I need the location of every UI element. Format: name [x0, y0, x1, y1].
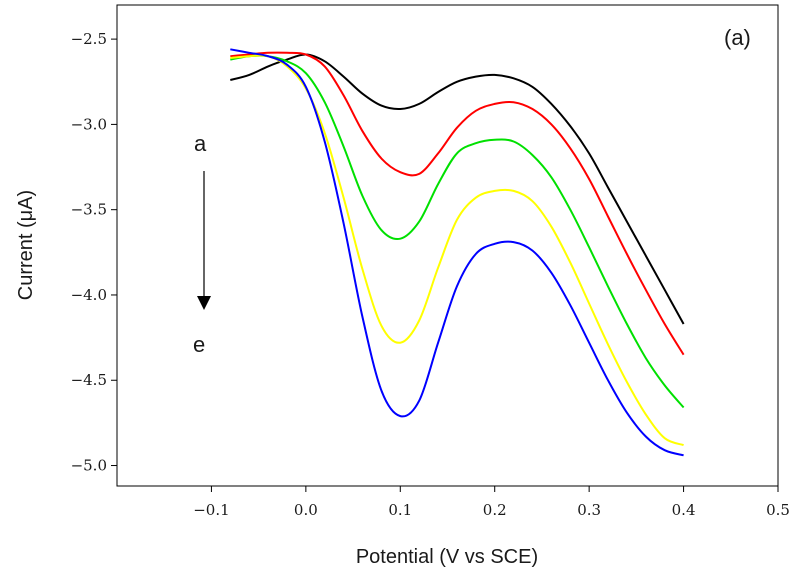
plot-frame [116, 4, 779, 487]
y-axis-ticks: −2.5 −3.0 −3.5 −4.0 −4.5 −5.0 [71, 30, 117, 475]
x-tick-label: 0.0 [294, 501, 318, 519]
x-axis-title: Potential (V vs SCE) [356, 546, 538, 568]
series-line-1 [230, 53, 685, 325]
series-line-3 [230, 54, 685, 409]
x-tick-label: 0.3 [577, 501, 601, 519]
x-tick-label: 0.5 [766, 501, 790, 519]
y-axis-title: Current (μA) [15, 190, 37, 300]
y-tick-label: −3.5 [71, 201, 107, 219]
y-tick-label: −2.5 [71, 30, 107, 48]
x-tick-label: 0.4 [672, 501, 696, 519]
x-axis-ticks: −0.1 0.0 0.1 0.2 0.3 0.4 0.5 [193, 486, 790, 519]
y-tick-label: −5.0 [71, 457, 107, 475]
arrow-start-label: a [194, 131, 207, 156]
series-line-5 [230, 48, 684, 457]
panel-label: (a) [724, 25, 751, 50]
x-tick-label: 0.1 [388, 501, 412, 519]
series-line-2 [230, 51, 685, 356]
y-tick-label: −4.0 [71, 286, 107, 304]
trend-arrow-head [197, 296, 211, 310]
y-tick-label: −4.5 [71, 371, 107, 389]
series-group [230, 48, 685, 457]
arrow-end-label: e [193, 332, 205, 357]
x-tick-label: 0.2 [483, 501, 507, 519]
series-line-4 [230, 54, 684, 447]
x-tick-label: −0.1 [193, 501, 229, 519]
y-tick-label: −3.0 [71, 115, 107, 133]
